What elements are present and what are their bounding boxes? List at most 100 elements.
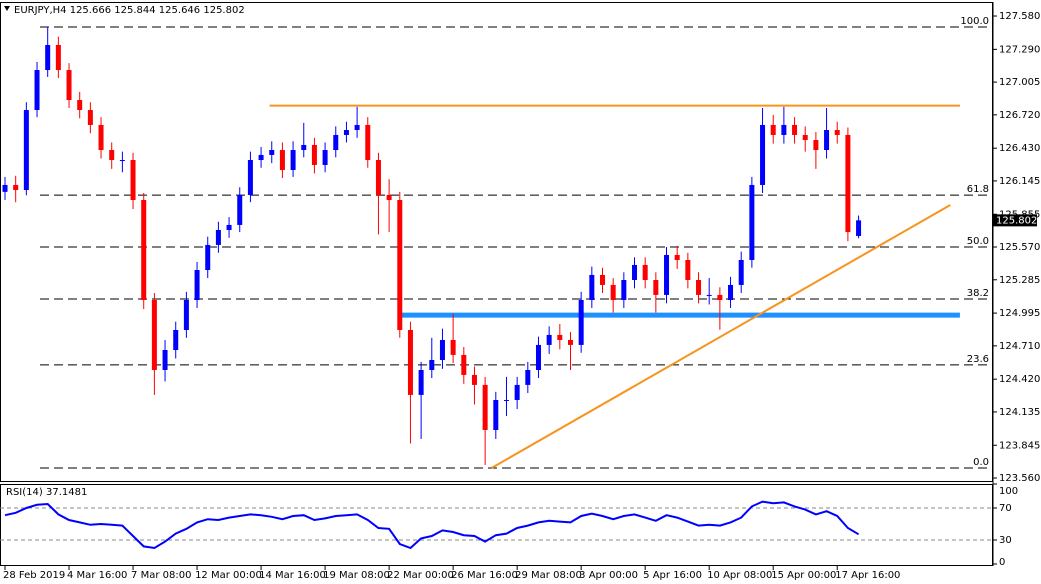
x-tick-label: 15 Apr 00:00 xyxy=(771,570,836,581)
x-tick-label: 17 Apr 16:00 xyxy=(835,570,900,581)
fib-level-label: 38.2 xyxy=(967,288,989,299)
candle-body xyxy=(802,134,808,141)
rsi-tick-label: 0 xyxy=(999,557,1005,568)
candle-body xyxy=(141,200,147,300)
last-close: 125.802 xyxy=(203,5,244,16)
candle-body xyxy=(439,339,445,360)
x-tick-label: 12 Mar 00:00 xyxy=(195,570,262,581)
candle-body xyxy=(386,194,392,201)
y-tick-label: 124.420 xyxy=(999,374,1040,385)
candle-body xyxy=(397,200,403,330)
candle-body xyxy=(749,184,755,261)
candle-body xyxy=(696,279,702,295)
candle-body xyxy=(770,124,776,135)
y-tick-label: 124.135 xyxy=(999,407,1040,418)
candle-body xyxy=(578,299,584,345)
candle-body xyxy=(77,100,83,111)
chart-header: EURJPY,H4 125.666 125.844 125.646 125.80… xyxy=(14,5,245,16)
y-tick-label: 124.710 xyxy=(999,341,1040,352)
candle-body xyxy=(493,399,499,430)
candle-body xyxy=(632,264,638,280)
candle-body xyxy=(461,354,467,375)
candle-body xyxy=(525,369,531,385)
fib-level-label: 0.0 xyxy=(973,457,989,468)
candle-body xyxy=(23,110,29,191)
y-tick-label: 124.995 xyxy=(999,308,1040,319)
symbol: EURJPY,H4 xyxy=(14,5,67,16)
candle-body xyxy=(621,279,627,300)
candle-body xyxy=(845,134,851,233)
candle-body xyxy=(237,194,243,225)
candle-body xyxy=(98,124,104,151)
rsi-tick-label: 70 xyxy=(999,503,1012,514)
candle-body xyxy=(706,294,712,296)
candle-body xyxy=(311,144,317,165)
candle-body xyxy=(567,339,573,345)
rsi-last: 37.1481 xyxy=(46,487,87,498)
y-tick-label: 127.290 xyxy=(999,44,1040,55)
header-icon xyxy=(4,6,10,11)
candle-body xyxy=(824,130,830,151)
candle-body xyxy=(301,144,307,151)
y-tick-label: 126.430 xyxy=(999,143,1040,154)
last-high: 125.844 xyxy=(114,5,155,16)
candle-body xyxy=(87,110,93,125)
x-tick-label: 14 Mar 16:00 xyxy=(259,570,326,581)
last-low: 125.646 xyxy=(159,5,200,16)
candle-body xyxy=(194,270,200,300)
candle-body xyxy=(792,124,798,135)
candle-body xyxy=(653,279,659,295)
y-tick-label: 123.560 xyxy=(999,473,1040,484)
candle-body xyxy=(471,374,477,385)
drawn-line xyxy=(491,204,951,469)
candle-body xyxy=(45,44,51,71)
candle-body xyxy=(215,230,221,245)
candle-body xyxy=(162,349,168,370)
candle-body xyxy=(482,384,488,430)
rsi-tick-label: 100 xyxy=(999,486,1018,497)
rsi-tick-label: 30 xyxy=(999,535,1012,546)
x-tick-label: 29 Mar 08:00 xyxy=(515,570,582,581)
candle-body xyxy=(535,344,541,370)
candle-body xyxy=(781,124,787,135)
rsi-header: RSI(14) 37.1481 xyxy=(6,487,87,498)
x-tick-label: 10 Apr 08:00 xyxy=(707,570,772,581)
candle-body xyxy=(205,244,211,271)
y-tick-label: 126.145 xyxy=(999,176,1040,187)
rsi-name: RSI(14) xyxy=(6,487,43,498)
fib-level-label: 100.0 xyxy=(960,16,989,27)
x-tick-label: 28 Feb 2019 xyxy=(3,570,65,581)
candle-body xyxy=(343,130,349,135)
y-tick-label: 127.580 xyxy=(999,11,1040,22)
x-tick-label: 19 Mar 08:00 xyxy=(323,570,390,581)
x-tick-label: 26 Mar 16:00 xyxy=(451,570,518,581)
x-tick-label: 5 Apr 16:00 xyxy=(643,570,702,581)
candle-body xyxy=(375,160,381,195)
fib-level-label: 50.0 xyxy=(967,236,989,247)
candle-body xyxy=(813,140,819,151)
candle-body xyxy=(856,220,862,236)
candle-body xyxy=(717,294,723,300)
candle-body xyxy=(407,329,413,395)
candle-body xyxy=(589,274,595,300)
candle-body xyxy=(642,264,648,280)
candle-body xyxy=(151,299,157,370)
y-tick-label: 126.720 xyxy=(999,110,1040,121)
candle-body xyxy=(269,150,275,155)
candle-body xyxy=(66,70,72,101)
x-tick-label: 7 Mar 08:00 xyxy=(131,570,191,581)
fib-level-label: 23.6 xyxy=(967,354,989,365)
x-tick-label: 4 Mar 16:00 xyxy=(67,570,127,581)
x-tick-label: 22 Mar 00:00 xyxy=(387,570,454,581)
candle-body xyxy=(557,334,563,340)
candle-body xyxy=(173,329,179,350)
candle-body xyxy=(738,260,744,285)
candle-body xyxy=(322,150,328,165)
candle-body xyxy=(674,254,680,261)
candle-body xyxy=(514,384,520,400)
rsi-panel-frame xyxy=(0,484,993,566)
candle-body xyxy=(247,160,253,195)
candle-body xyxy=(34,70,40,111)
candle-body xyxy=(55,44,61,71)
